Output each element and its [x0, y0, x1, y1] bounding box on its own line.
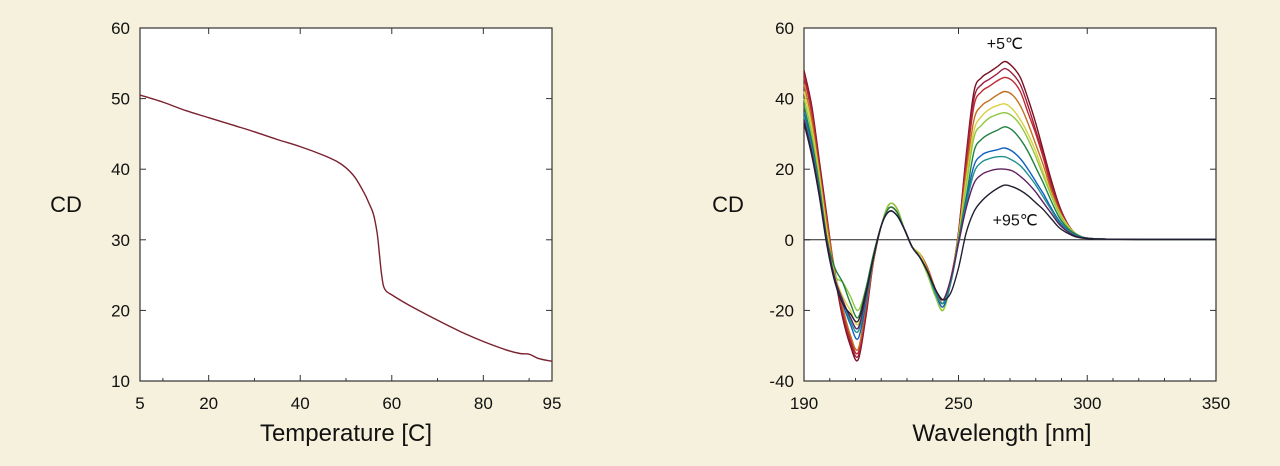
- cd-spectra-panel: 190 250 300 350 -40 -20 0 20 40 60 +5℃ +95℃ CD Wav…: [712, 19, 1230, 447]
- y-tick-label-right-5: 60: [775, 19, 794, 38]
- y-axis-label-left: CD: [50, 192, 82, 217]
- y-tick-label-right-4: 40: [775, 90, 794, 109]
- y-tick-label-right-3: 20: [775, 160, 794, 179]
- annotations-right: +5℃ +95℃: [987, 36, 1038, 230]
- x-tick-label-right-1: 250: [944, 394, 972, 413]
- series-group-left: [139, 94, 553, 362]
- x-axis-label-left: Temperature [C]: [260, 420, 432, 447]
- series-line-left-0: [139, 94, 553, 362]
- y-tick-label-left-4: 50: [111, 90, 130, 109]
- x-tick-label-left-2: 40: [291, 394, 310, 413]
- x-tick-label-left-4: 80: [474, 394, 493, 413]
- y-tick-label-left-1: 20: [111, 301, 130, 320]
- y-tick-label-right-0: -40: [769, 372, 794, 391]
- series-line-right-9: [803, 119, 1217, 330]
- x-tick-label-right-3: 350: [1202, 394, 1230, 413]
- y-tick-label-left-3: 40: [111, 160, 130, 179]
- x-tick-label-right-0: 190: [790, 394, 818, 413]
- y-tick-label-right-1: -20: [769, 301, 794, 320]
- x-tick-label-left-1: 20: [199, 394, 218, 413]
- y-tick-label-left-5: 60: [111, 19, 130, 38]
- y-tick-label-left-2: 30: [111, 231, 130, 250]
- series-group-right: [803, 60, 1217, 362]
- x-tick-label-left-5: 95: [543, 394, 562, 413]
- annotation-0: +5℃: [987, 36, 1023, 53]
- x-tick-label-right-2: 300: [1073, 394, 1101, 413]
- x-tick-label-left-0: 5: [135, 394, 144, 413]
- x-tick-label-left-3: 60: [382, 394, 401, 413]
- plot-area-right: [803, 27, 1217, 382]
- tick-marks-left: [139, 27, 553, 382]
- tick-labels-left: 5 20 40 60 80 95 10 20 30 40 50 60: [111, 19, 561, 413]
- plot-area-left: [139, 27, 553, 382]
- melting-curve-panel: 5 20 40 60 80 95 10 20 30 40 50 60 CD Temperature […: [50, 19, 561, 447]
- series-line-right-10: [803, 123, 1217, 323]
- y-tick-label-left-0: 10: [111, 372, 130, 391]
- x-axis-label-right: Wavelength [nm]: [912, 420, 1091, 447]
- y-tick-label-right-2: 0: [785, 231, 794, 250]
- tick-labels-right: 190 250 300 350 -40 -20 0 20 40 60: [769, 19, 1230, 413]
- y-axis-label-right: CD: [712, 192, 744, 217]
- annotation-1: +95℃: [993, 213, 1038, 230]
